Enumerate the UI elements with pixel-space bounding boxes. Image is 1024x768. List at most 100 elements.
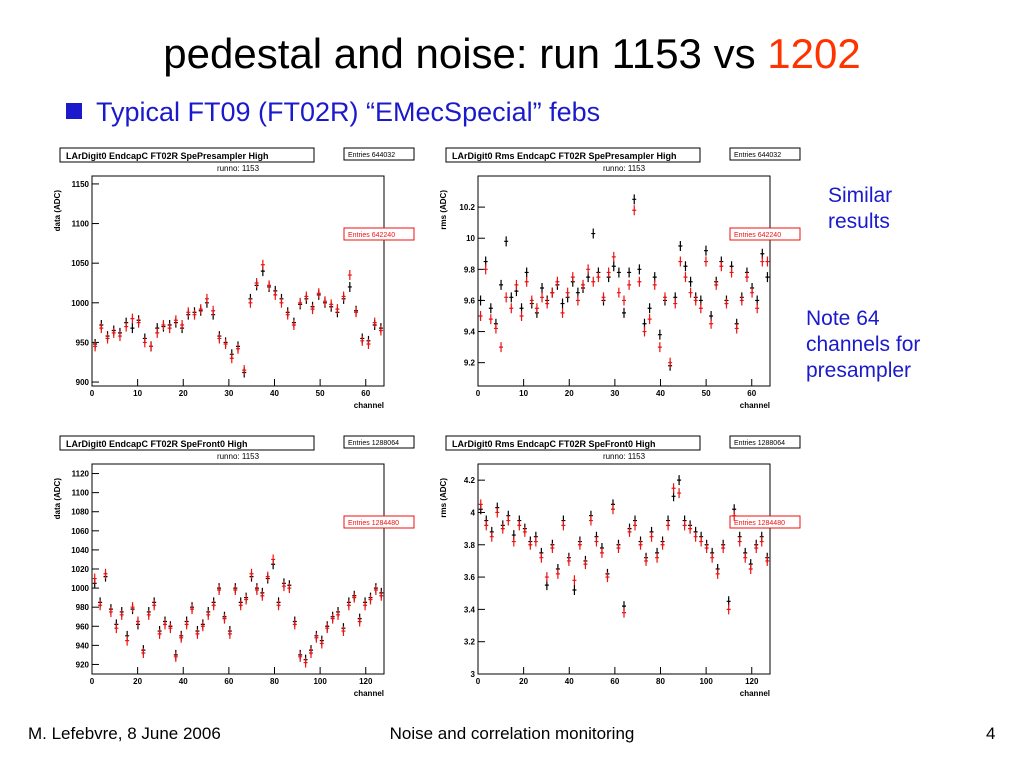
point-run-1202: [627, 526, 632, 537]
point-run-1202: [236, 343, 240, 354]
point-run-1202: [99, 323, 104, 334]
x-tick-label: 60: [361, 389, 370, 398]
point-run-1202: [141, 648, 146, 658]
point-run-1202: [180, 319, 185, 330]
point-run-1202: [111, 327, 116, 338]
y-tick-label: 9.8: [464, 265, 476, 274]
y-tick-label: 980: [76, 603, 90, 612]
point-run-1202: [637, 276, 642, 287]
point-run-1202: [316, 288, 321, 299]
y-tick-label: 3.8: [464, 541, 476, 550]
point-run-1202: [314, 632, 319, 643]
point-run-1202: [285, 309, 290, 320]
point-run-1202: [688, 523, 693, 534]
x-tick-label: 10: [519, 389, 528, 398]
point-run-1202: [570, 272, 575, 283]
x-tick-label: 100: [313, 677, 327, 686]
y-tick-label: 1060: [71, 527, 89, 536]
point-run-1202: [200, 621, 205, 632]
point-run-1202: [363, 600, 368, 611]
point-run-1202: [360, 335, 365, 346]
point-run-1202: [161, 319, 166, 330]
point-run-1202: [227, 628, 232, 639]
point-run-1202: [616, 543, 621, 553]
x-tick-label: 0: [90, 389, 95, 398]
point-run-1202: [287, 583, 292, 594]
point-run-1202: [322, 296, 327, 307]
x-tick-label: 30: [610, 389, 619, 398]
point-run-1202: [217, 585, 222, 595]
point-run-1202: [678, 256, 683, 267]
point-run-1202: [572, 575, 577, 586]
chart-panel-pedestal-front: LArDigit0 EndcapC FT02R SpeFront0 High En…: [46, 430, 416, 712]
chart-background: [432, 430, 802, 712]
y-tick-label: 9.4: [464, 328, 476, 337]
y-tick-label: 9.6: [464, 296, 476, 305]
title-main: pedestal and noise: run 1153 vs: [163, 30, 756, 77]
point-run-1202: [135, 616, 140, 627]
point-run-1202: [575, 295, 580, 306]
x-tick-label: 120: [745, 677, 759, 686]
x-tick-label: 50: [702, 389, 711, 398]
point-run-1202: [336, 609, 341, 620]
point-run-1202: [130, 313, 135, 324]
y-tick-label: 1020: [71, 565, 89, 574]
point-run-1202: [93, 341, 98, 352]
x-tick-label: 80: [270, 677, 279, 686]
point-run-1202: [206, 609, 211, 620]
point-run-1202: [500, 523, 505, 534]
chart-svg-0: LArDigit0 EndcapC FT02R SpePresampler Hi…: [46, 142, 416, 424]
y-tick-label: 4: [471, 508, 476, 517]
point-run-1202: [544, 572, 549, 583]
x-tick-label: 20: [133, 677, 142, 686]
point-run-1202: [649, 531, 654, 542]
point-run-1202: [103, 568, 108, 579]
chart-title-box: [445, 435, 701, 451]
series-run-1153: [478, 194, 770, 371]
entries-black-box: [343, 435, 415, 449]
entries-black-label: Entries 1288064: [348, 440, 399, 447]
x-tick-label: 50: [316, 389, 325, 398]
series-run-1202: [93, 259, 383, 376]
point-run-1202: [627, 279, 632, 290]
entries-red-label: Entries 1284480: [348, 520, 399, 527]
point-run-1202: [149, 341, 154, 352]
point-run-1202: [163, 619, 167, 630]
point-run-1202: [632, 205, 637, 216]
plot-frame: [477, 463, 771, 675]
point-run-1153: [488, 303, 493, 314]
point-run-1202: [545, 298, 550, 309]
x-tick-label: 120: [359, 677, 373, 686]
point-run-1202: [489, 531, 494, 542]
entries-black-box: [729, 147, 801, 161]
point-run-1202: [750, 287, 755, 298]
point-run-1202: [748, 564, 753, 574]
point-run-1202: [550, 287, 555, 298]
point-run-1202: [699, 536, 704, 547]
point-run-1202: [710, 552, 715, 563]
x-axis-label: channel: [740, 689, 770, 698]
point-run-1153: [688, 276, 693, 287]
point-run-1202: [517, 520, 522, 531]
chart-svg-1: LArDigit0 Rms EndcapC FT02R SpePresample…: [432, 142, 802, 424]
point-run-1202: [729, 267, 734, 278]
point-run-1202: [606, 267, 611, 278]
x-tick-label: 60: [610, 677, 619, 686]
chart-svg-2: LArDigit0 EndcapC FT02R SpeFront0 High En…: [46, 430, 416, 712]
x-tick-label: 60: [224, 677, 233, 686]
entries-black-label: Entries 644032: [348, 152, 395, 159]
y-tick-label: 1100: [72, 489, 90, 498]
y-axis-label: data (ADC): [53, 478, 62, 520]
x-tick-label: 60: [747, 389, 756, 398]
point-run-1202: [298, 297, 303, 308]
point-run-1202: [478, 311, 483, 321]
point-run-1202: [719, 261, 724, 272]
y-tick-label: 940: [76, 641, 90, 650]
point-run-1202: [533, 536, 538, 547]
point-run-1202: [142, 337, 147, 348]
y-tick-label: 1100: [72, 220, 90, 229]
point-run-1202: [633, 520, 638, 531]
x-tick-label: 100: [699, 677, 713, 686]
point-run-1202: [739, 295, 744, 306]
point-run-1153: [677, 475, 682, 486]
